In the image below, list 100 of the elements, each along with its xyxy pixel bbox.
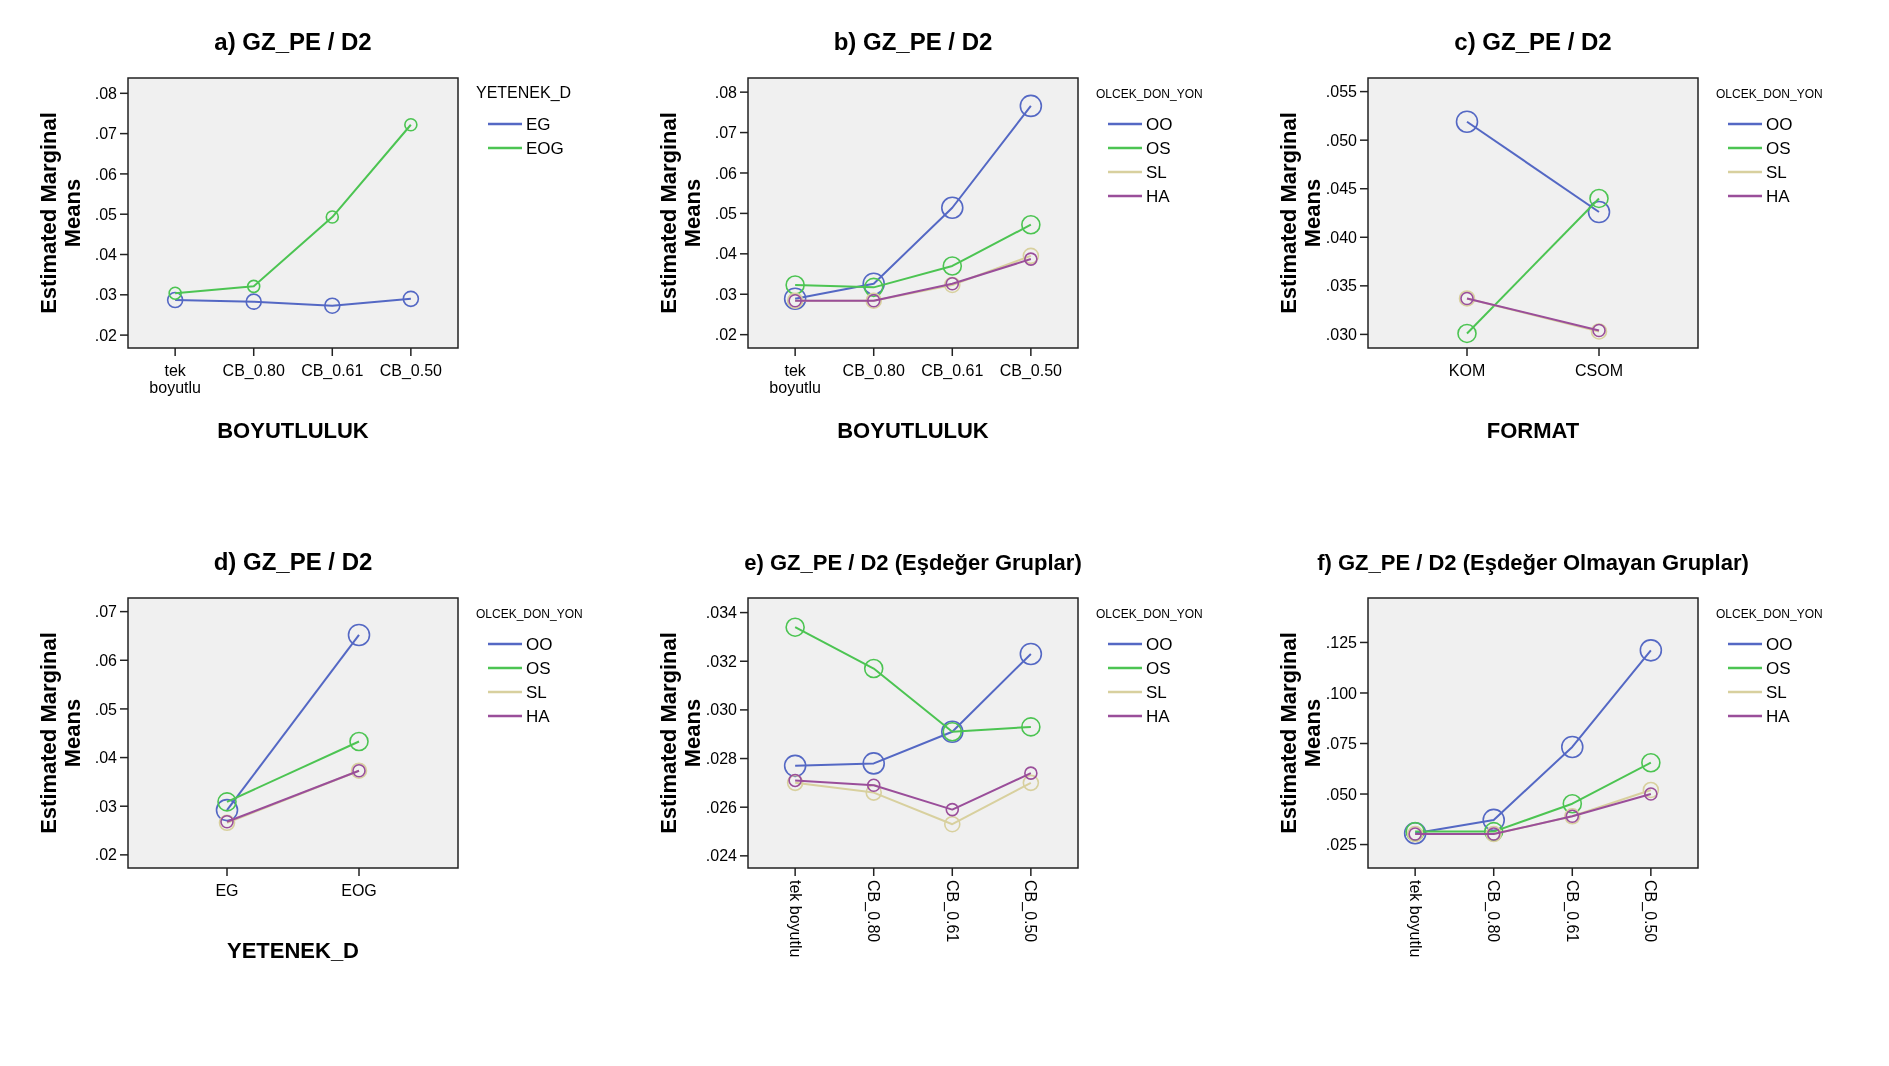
x-axis-title: BOYUTLULUK [217, 418, 369, 443]
legend-label: HA [1766, 186, 1791, 206]
point [325, 210, 340, 224]
y-tick-label: .035 [1325, 277, 1358, 295]
x-tick-label: tek boyutlu [769, 362, 821, 396]
y-tick-label: .024 [705, 847, 738, 865]
x-tick-label: CB_0.50 [1021, 880, 1040, 943]
point [1644, 787, 1658, 801]
legend-label: SL [1146, 162, 1167, 182]
legend-label: HA [1146, 706, 1171, 726]
x-tick-label: CB_0.80 [222, 362, 285, 380]
point [1022, 774, 1040, 792]
point [785, 275, 805, 295]
y-tick-label: .050 [1325, 785, 1358, 803]
legend-label: EG [526, 114, 551, 134]
y-axis-title: Estimated Marginal Means [36, 112, 85, 314]
point [940, 196, 964, 220]
point [1639, 639, 1663, 662]
legend-label: OS [1146, 658, 1171, 678]
chart-title: c) GZ_PE / D2 [1454, 28, 1612, 55]
legend-title: OLCEK_DON_YON [1716, 607, 1823, 621]
y-tick-label: .02 [94, 326, 118, 344]
point [349, 731, 369, 752]
point [1560, 735, 1584, 759]
y-tick-label: .030 [1325, 326, 1358, 343]
legend-label: HA [1146, 186, 1171, 206]
legend-label: SL [1146, 682, 1167, 702]
chart-title: b) GZ_PE / D2 [833, 28, 993, 55]
legend-label: EOG [526, 138, 564, 158]
x-tick-label: EOG [341, 882, 377, 899]
y-axis-title: Estimated Marginal Means [656, 112, 705, 314]
legend-label: OO [526, 634, 553, 654]
y-tick-label: .045 [1325, 180, 1358, 198]
point [1019, 642, 1043, 666]
x-tick-label: CB_0.50 [1641, 880, 1660, 943]
legend-label: SL [526, 682, 547, 702]
point [1024, 252, 1038, 266]
point [1482, 808, 1506, 832]
y-tick-label: .04 [94, 246, 118, 264]
y-tick-label: .04 [714, 245, 738, 263]
legend-label: SL [1766, 682, 1787, 702]
y-tick-label: .07 [94, 125, 118, 143]
point [1562, 793, 1583, 814]
y-tick-label: .055 [1325, 83, 1358, 101]
y-axis-title: Estimated Marginal Means [36, 632, 85, 834]
x-tick-label: tek boyutlu [786, 880, 804, 958]
chart-title: e) GZ_PE / D2 (Eşdeğer Gruplar) [744, 550, 1082, 575]
y-tick-label: .06 [714, 164, 738, 182]
point [862, 752, 886, 775]
x-axis-title: YETENEK_D [226, 938, 360, 963]
y-tick-label: .04 [94, 749, 118, 767]
x-tick-label: tek boyutlu [149, 362, 201, 396]
y-tick-label: .07 [714, 124, 738, 142]
y-tick-label: .05 [94, 205, 118, 223]
legend-label: OO [1766, 634, 1793, 654]
point [347, 623, 371, 647]
point [783, 287, 807, 310]
y-tick-label: .08 [94, 84, 118, 102]
y-tick-label: .028 [705, 750, 738, 768]
y-axis-title: Estimated Marginal Means [1276, 112, 1325, 314]
chart-title: a) GZ_PE / D2 [214, 28, 372, 55]
point [217, 792, 237, 812]
x-tick-label: tek boyutlu [1406, 880, 1424, 958]
legend-title: YETENEK_D [476, 84, 572, 102]
y-tick-label: .03 [94, 286, 118, 304]
x-axis-title: FORMAT [1486, 418, 1580, 443]
point [323, 297, 341, 314]
y-tick-label: .030 [705, 701, 738, 719]
point [215, 798, 239, 822]
legend-title: OLCEK_DON_YON [1096, 607, 1203, 621]
x-tick-label: EG [215, 882, 239, 899]
y-tick-label: .040 [1325, 228, 1358, 246]
y-tick-label: .06 [94, 165, 118, 183]
x-axis-title: BOYUTLULUK [837, 418, 989, 443]
point [1022, 247, 1040, 265]
legend-title: OLCEK_DON_YON [476, 607, 583, 621]
x-tick-label: CB_0.50 [379, 362, 443, 380]
legend-label: OO [1146, 634, 1173, 654]
y-tick-label: .03 [714, 285, 738, 303]
x-tick-label: CB_0.61 [1562, 880, 1581, 943]
y-tick-label: .06 [94, 651, 118, 669]
y-tick-label: .05 [714, 205, 738, 222]
point [1642, 781, 1660, 799]
point [945, 802, 960, 817]
legend-title: OLCEK_DON_YON [1096, 87, 1203, 101]
y-axis-title: Estimated Marginal Means [656, 632, 705, 834]
point [783, 754, 807, 778]
y-tick-label: .02 [714, 326, 738, 344]
x-tick-label: CB_0.61 [921, 362, 984, 380]
point [866, 778, 881, 793]
point [1457, 323, 1477, 344]
point [863, 277, 884, 298]
legend-label: OS [1766, 658, 1791, 678]
y-tick-label: .08 [714, 83, 738, 101]
y-tick-label: .03 [94, 797, 118, 815]
y-tick-label: .07 [94, 603, 118, 621]
legend-title: OLCEK_DON_YON [1716, 87, 1823, 101]
y-tick-label: .02 [94, 846, 118, 864]
x-tick-label: CB_0.50 [999, 362, 1063, 380]
point [863, 658, 884, 679]
